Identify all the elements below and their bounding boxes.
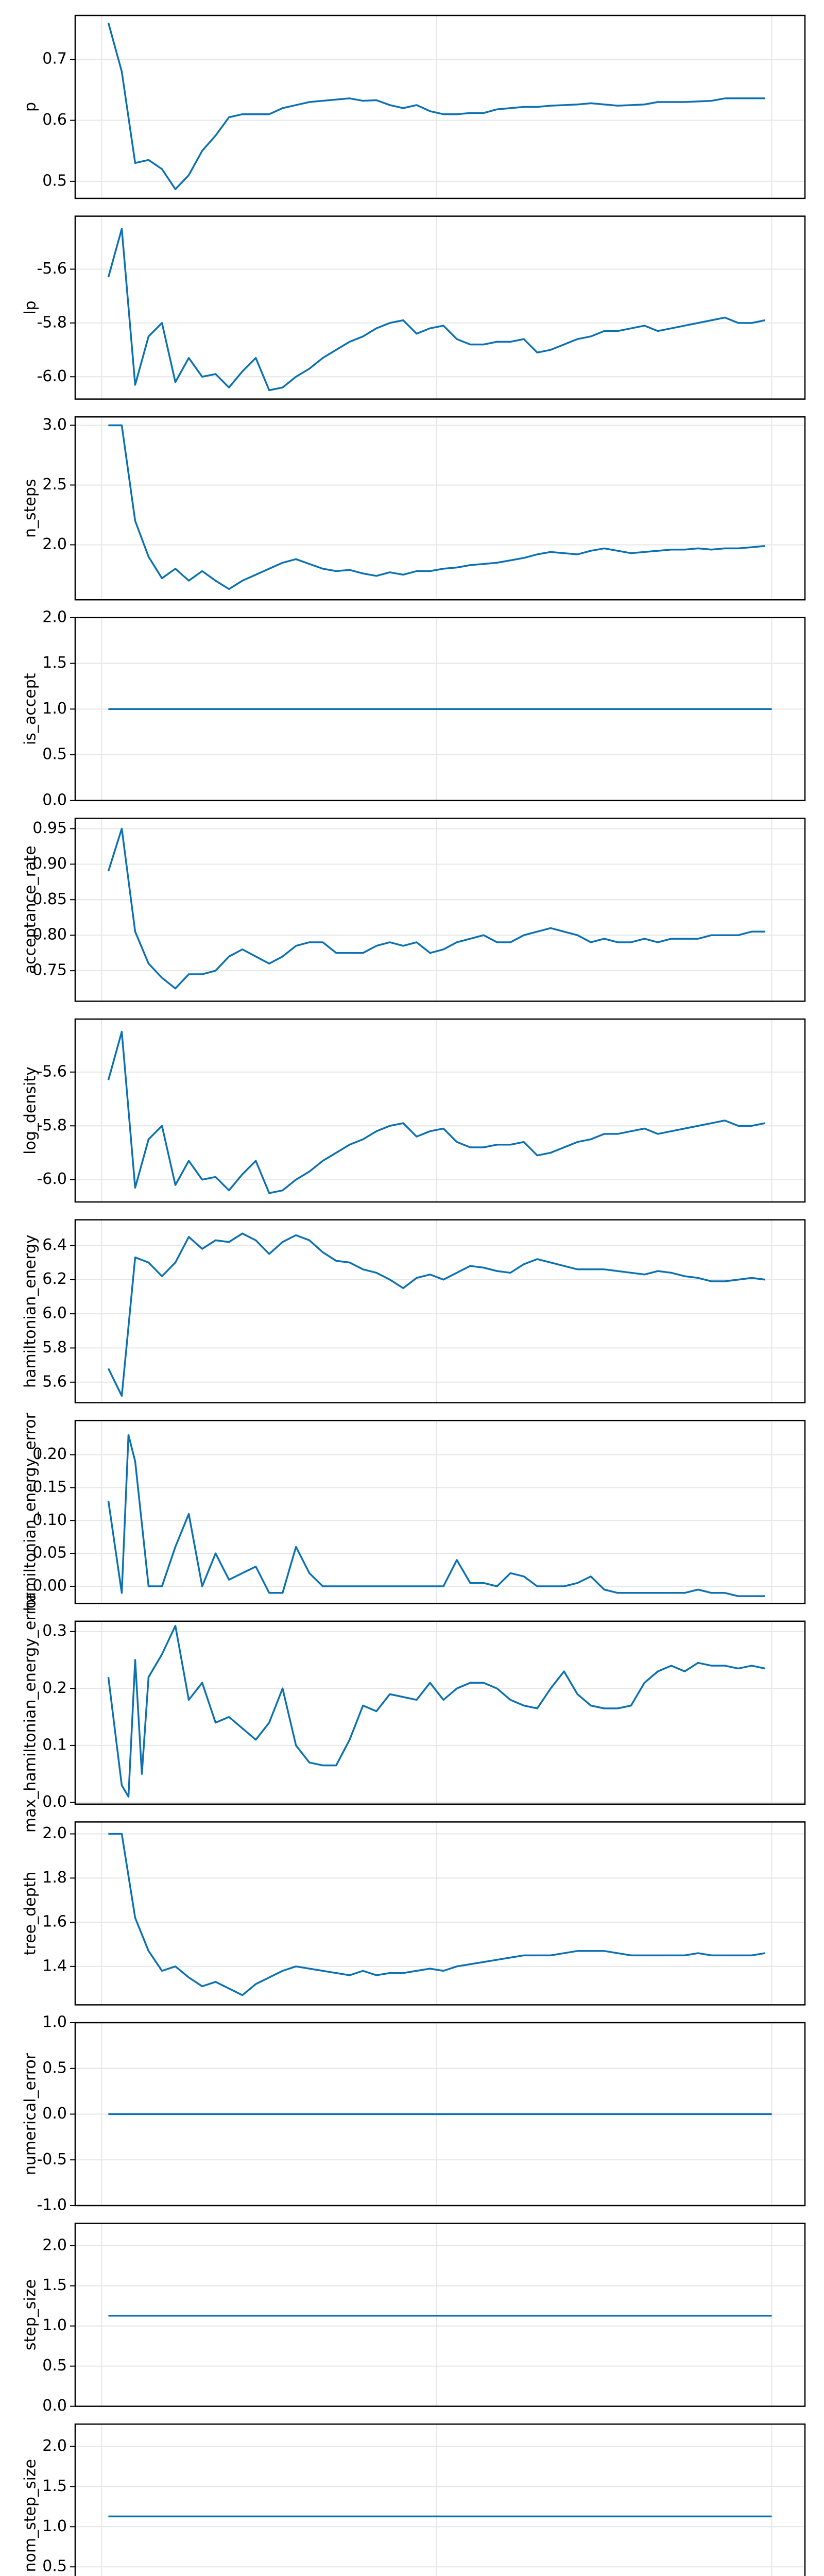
y-tick-label: 0.85 <box>32 890 67 908</box>
axes-frame <box>74 1219 806 1403</box>
axes-frame <box>74 215 806 400</box>
y-tick-label: 2.0 <box>42 2437 67 2455</box>
y-tick-label: 0.5 <box>42 2357 67 2375</box>
y-tick-label: -6.0 <box>37 1170 67 1188</box>
axes-frame <box>74 2223 806 2407</box>
series-line <box>107 22 765 190</box>
y-tick-label: 1.8 <box>42 1869 67 1887</box>
y-tick-label: 0.05 <box>32 1544 67 1562</box>
y-tick-label: 0.3 <box>42 1622 67 1640</box>
y-tick-label: 1.5 <box>42 2477 67 2495</box>
y-tick-label: 0.80 <box>32 926 67 944</box>
y-axis-label: acceptance_rate <box>22 845 40 974</box>
y-axis-label: tree_depth <box>22 1872 40 1956</box>
y-tick-label: 0.0 <box>42 1793 67 1811</box>
axes-frame <box>74 1018 806 1203</box>
y-axis-label: numerical_error <box>22 2053 40 2175</box>
series-line <box>107 228 765 392</box>
y-tick-label: -0.5 <box>37 2150 67 2168</box>
y-tick-label: 0.1 <box>42 1736 67 1754</box>
y-tick-label: 5.8 <box>42 1338 67 1357</box>
y-tick-label: 0.2 <box>42 1679 67 1697</box>
y-tick-label: 1.5 <box>42 654 67 672</box>
y-tick-label: -5.6 <box>37 260 67 278</box>
y-tick-label: -5.8 <box>37 1116 67 1134</box>
y-tick-label: 2.5 <box>42 476 67 494</box>
axes-frame <box>74 1620 806 1805</box>
y-tick-label: 0.15 <box>32 1478 67 1496</box>
y-tick-label: 0.00 <box>32 1577 67 1595</box>
y-tick-label: 1.0 <box>42 700 67 718</box>
y-tick-label: -5.6 <box>37 1062 67 1080</box>
y-axis-label: nom_step_size <box>22 2459 40 2572</box>
y-tick-label: 1.0 <box>42 2013 67 2031</box>
axes-frame <box>74 1821 806 2006</box>
series-line <box>107 1232 765 1397</box>
y-tick-label: 1.0 <box>42 2316 67 2334</box>
axes-frame <box>74 416 806 601</box>
y-axis-label: p <box>22 102 40 112</box>
y-tick-label: 1.0 <box>42 2517 67 2535</box>
axes-frame <box>74 2423 806 2576</box>
y-tick-label: 0.95 <box>32 819 67 837</box>
y-axis-label: step_size <box>22 2279 40 2350</box>
y-tick-label: 0.10 <box>32 1511 67 1529</box>
axes-frame <box>74 818 806 1002</box>
y-tick-label: 1.6 <box>42 1913 67 1931</box>
y-tick-label: 0.0 <box>42 791 67 809</box>
axes-frame <box>74 1419 806 1604</box>
y-tick-label: 0.90 <box>32 855 67 873</box>
y-tick-label: 0.75 <box>32 961 67 979</box>
y-tick-label: -1.0 <box>37 2196 67 2214</box>
y-tick-label: 0.7 <box>42 50 67 68</box>
series-line <box>108 1833 765 1996</box>
y-tick-label: 6.0 <box>42 1304 67 1323</box>
y-axis-label: log_density <box>22 1066 40 1155</box>
y-tick-label: 0.6 <box>42 111 67 129</box>
y-tick-label: 0.5 <box>42 2059 67 2077</box>
series-line <box>107 1624 765 1798</box>
y-tick-label: 2.0 <box>42 1824 67 1842</box>
y-tick-label: 0.20 <box>32 1445 67 1463</box>
y-axis-label: max_hamiltonian_energy_error <box>22 1592 40 1833</box>
y-tick-label: 6.2 <box>42 1270 67 1288</box>
y-axis-label: lp <box>22 300 40 314</box>
y-axis-label: is_accept <box>22 673 40 745</box>
y-tick-label: 3.0 <box>42 416 67 434</box>
series-line <box>107 1030 765 1194</box>
series-line <box>108 424 765 590</box>
y-tick-label: 5.6 <box>42 1372 67 1391</box>
y-tick-label: -5.8 <box>37 313 67 331</box>
y-tick-label: 2.0 <box>42 535 67 553</box>
y-tick-label: 2.0 <box>42 2236 67 2254</box>
y-tick-label: 6.4 <box>42 1236 67 1254</box>
y-axis-label: hamiltonian_energy_error <box>22 1412 40 1611</box>
y-axis-label: n_steps <box>22 479 40 538</box>
axes-frame <box>74 14 806 199</box>
y-tick-label: 0.5 <box>42 2557 67 2575</box>
series-line <box>107 827 765 990</box>
y-tick-label: 0.0 <box>42 2105 67 2123</box>
y-tick-label: 0.5 <box>42 745 67 764</box>
axes-frame <box>74 617 806 802</box>
y-tick-label: 0.5 <box>42 172 67 190</box>
y-tick-label: 0.0 <box>42 2397 67 2415</box>
y-axis-label: hamiltonian_energy <box>22 1234 40 1388</box>
y-tick-label: -6.0 <box>37 367 67 385</box>
y-tick-label: 1.5 <box>42 2276 67 2294</box>
y-tick-label: 1.4 <box>42 1957 67 1975</box>
y-tick-label: 2.0 <box>42 608 67 626</box>
axes-frame <box>74 2022 806 2207</box>
series-line <box>107 1434 765 1597</box>
